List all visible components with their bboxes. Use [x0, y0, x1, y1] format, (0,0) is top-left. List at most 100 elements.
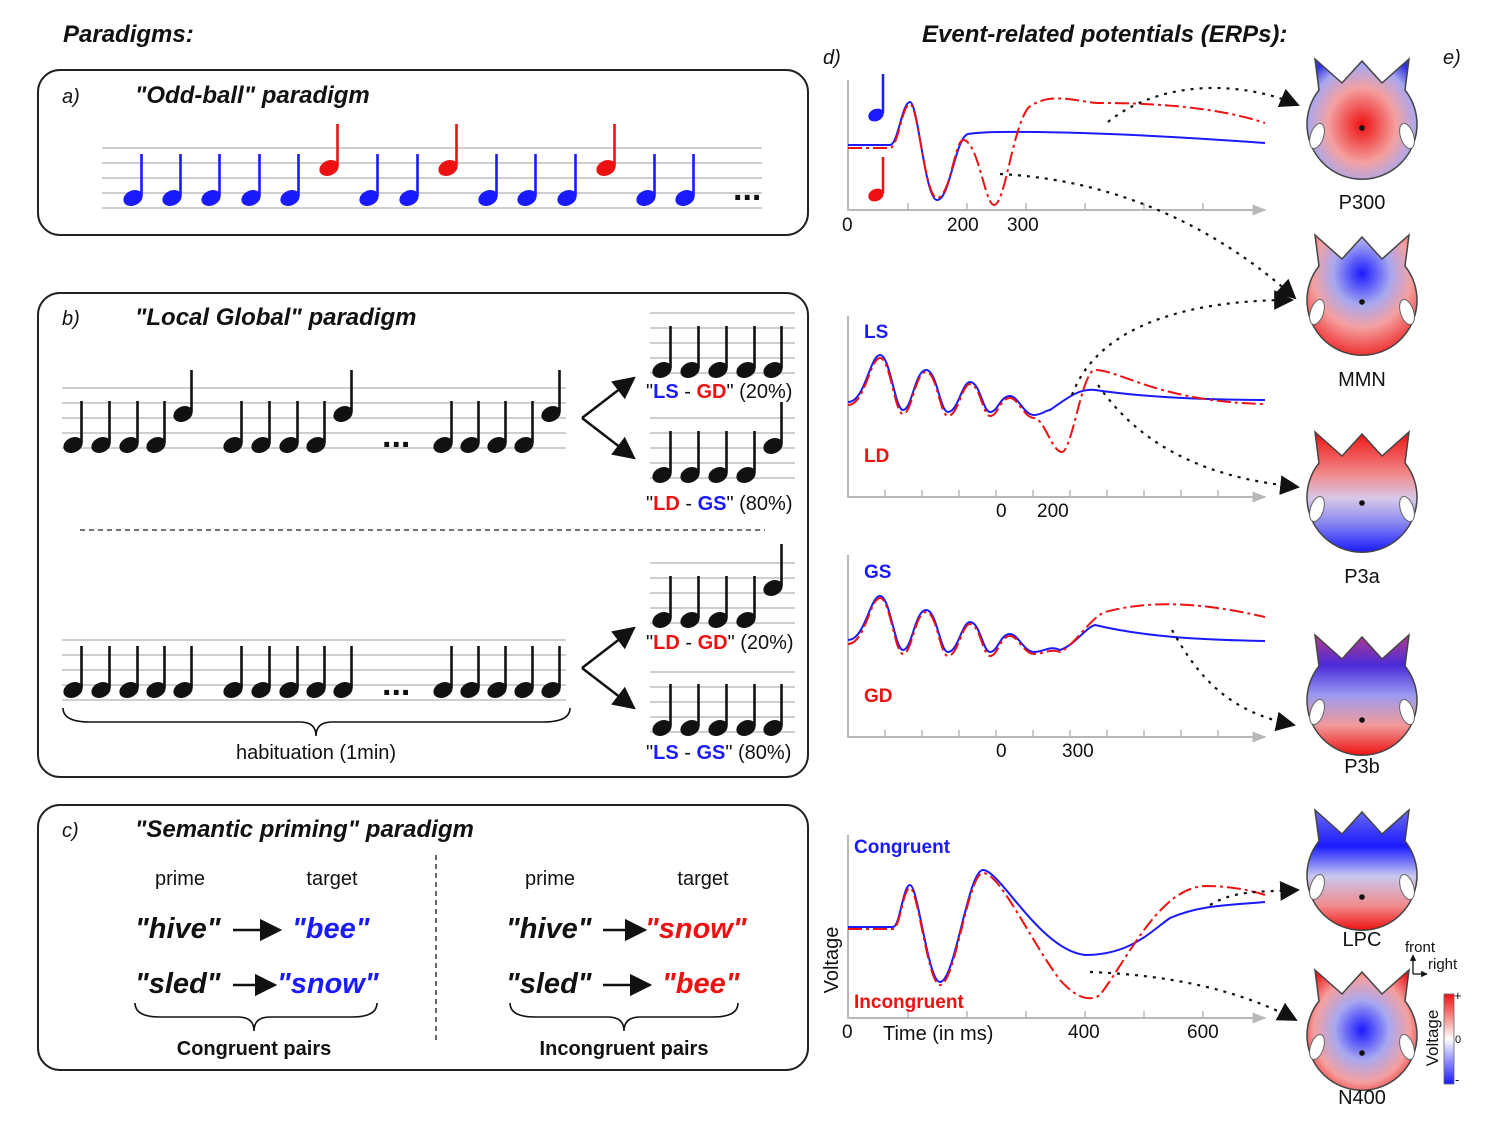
music-note-icon	[487, 401, 507, 454]
p1-tick-0: 0	[842, 215, 853, 236]
music-note-icon	[433, 646, 453, 699]
p2-ticks	[884, 490, 1219, 497]
incong-target-2: "bee"	[662, 968, 741, 1000]
arrow-to-p300	[1107, 86, 1300, 123]
music-note-icon	[763, 402, 783, 455]
music-note-icon	[763, 326, 783, 379]
orientation-front: front	[1405, 939, 1436, 956]
topo-label-lpc: LPC	[1343, 929, 1382, 951]
lg-arrow-up-1	[581, 376, 636, 419]
music-note-icon	[708, 431, 728, 484]
oddball-staff	[102, 147, 762, 209]
music-note-icon	[763, 684, 783, 737]
colorbar-label: Voltage	[1423, 1010, 1442, 1067]
music-note-icon	[652, 431, 672, 484]
music-note-icon	[306, 401, 326, 454]
incong-prime-1: "hive"	[506, 913, 593, 945]
topo-label-p3b: P3b	[1344, 756, 1380, 778]
p4-tick-600: 600	[1187, 1022, 1219, 1043]
p2-tick-200: 200	[1037, 501, 1069, 522]
panel-label-d: d)	[823, 47, 841, 69]
p2-ls-curve	[847, 353, 1266, 417]
outcome-ld-gd: "LD - GD" (20%)	[646, 632, 794, 654]
topo-label-p3a: P3a	[1344, 566, 1380, 588]
music-note-icon	[736, 431, 756, 484]
erp-plot-oddball: 0 200 300	[842, 74, 1267, 236]
panel-label-a: a)	[62, 86, 80, 108]
arrow-lg-to-mmn	[1070, 290, 1294, 396]
topo-label-p300: P300	[1339, 192, 1386, 214]
topomaps	[1306, 57, 1418, 1092]
p2-label-ls: LS	[864, 322, 888, 343]
music-note-icon	[333, 370, 353, 423]
oddball-notes	[123, 124, 695, 207]
standard-note-icon	[557, 154, 577, 207]
standard-note-icon	[162, 154, 182, 207]
lg-ellipsis-top: ...	[382, 417, 410, 455]
music-note-icon	[146, 646, 166, 699]
music-note-icon	[119, 401, 139, 454]
p1-ticks	[907, 203, 1204, 210]
lg-arrow-down-2	[581, 667, 636, 710]
p4-ylabel: Voltage	[821, 927, 843, 994]
music-note-icon	[708, 576, 728, 629]
target-header-right: target	[677, 868, 729, 890]
music-note-icon	[223, 646, 243, 699]
p1-tick-200: 200	[947, 215, 979, 236]
p3-tick-300: 300	[1062, 741, 1094, 762]
outcome-ls-gs: "LS - GS" (80%)	[646, 742, 791, 764]
oddball-panel	[37, 69, 809, 236]
standard-note-icon	[675, 154, 695, 207]
lg-ellipsis-bottom: ...	[382, 665, 410, 703]
music-note-icon	[652, 684, 672, 737]
music-note-icon	[736, 326, 756, 379]
colorbar-zero: 0	[1455, 1034, 1461, 1046]
p3-tick-0: 0	[996, 741, 1007, 762]
music-note-icon	[736, 576, 756, 629]
music-note-icon	[173, 370, 193, 423]
music-note-icon	[91, 401, 111, 454]
p2-label-ld: LD	[864, 446, 889, 467]
standard-note-icon	[201, 154, 221, 207]
p4-label-congruent: Congruent	[854, 837, 951, 858]
music-note-icon	[119, 646, 139, 699]
incongruent-brace	[509, 1002, 739, 1032]
music-note-icon	[541, 646, 561, 699]
semantic-panel	[37, 804, 809, 1071]
music-note-icon	[433, 401, 453, 454]
standard-note-icon	[517, 154, 537, 207]
music-note-icon	[223, 401, 243, 454]
habituation-label: habituation (1min)	[236, 742, 396, 764]
music-note-icon	[251, 646, 271, 699]
topomap-p3b	[1306, 633, 1418, 757]
music-note-icon	[680, 684, 700, 737]
arrow-to-p3b	[1171, 629, 1296, 732]
music-note-icon	[652, 326, 672, 379]
p4-tick-0: 0	[842, 1022, 853, 1043]
p3-label-gd: GD	[864, 686, 893, 707]
outcome-ld-gs: "LD - GS" (80%)	[646, 493, 792, 515]
erp-plot-global: 0 300 GS GD	[847, 555, 1267, 762]
semantic-title: "Semantic priming" paradigm	[135, 816, 474, 843]
music-note-icon	[306, 646, 326, 699]
p4-congruent-curve	[848, 868, 1266, 984]
p3-gd-curve	[847, 596, 1266, 658]
p4-axes	[847, 835, 1267, 1024]
p4-tick-400: 400	[1068, 1022, 1100, 1043]
standard-note-icon	[636, 154, 656, 207]
erps-heading: Event-related potentials (ERPs):	[922, 21, 1287, 48]
music-note-icon	[251, 401, 271, 454]
p4-ticks	[907, 1011, 1204, 1018]
standard-note-icon	[280, 154, 300, 207]
standard-note-icon	[241, 154, 261, 207]
music-note-icon	[91, 646, 111, 699]
target-header-left: target	[306, 868, 358, 890]
topomap-mmn	[1306, 233, 1418, 357]
deviant-note-icon	[438, 124, 458, 177]
music-note-icon	[514, 401, 534, 454]
oddball-ellipsis: ...	[733, 170, 761, 208]
topomap-n400	[1306, 968, 1418, 1092]
lg-arrow-down-1	[581, 417, 636, 460]
music-note-icon	[680, 326, 700, 379]
music-note-icon	[460, 646, 480, 699]
